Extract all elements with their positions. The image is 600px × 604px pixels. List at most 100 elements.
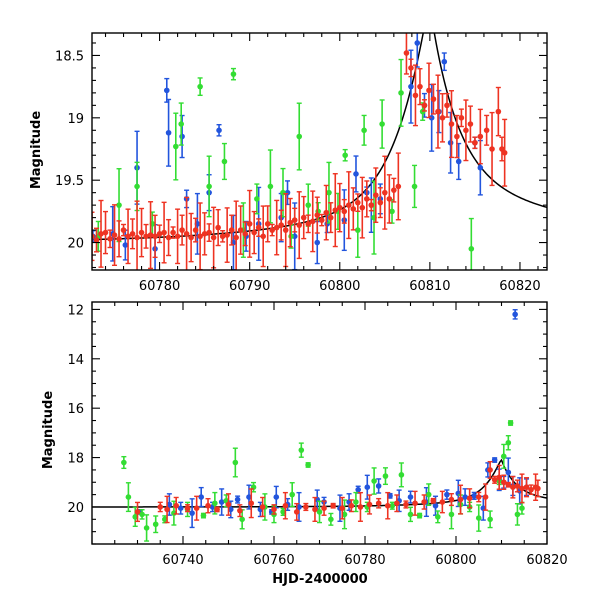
top-data-point bbox=[197, 83, 203, 90]
bottom-data-point bbox=[271, 506, 277, 513]
top-data-point bbox=[472, 139, 478, 146]
top-data-point bbox=[134, 183, 140, 190]
bottom-data-point bbox=[496, 474, 503, 481]
top-data-point bbox=[332, 207, 339, 213]
top-data-point bbox=[125, 233, 131, 240]
bottom-data-point bbox=[528, 486, 534, 493]
top-data-point bbox=[458, 115, 465, 121]
top-data-point bbox=[228, 227, 235, 233]
bottom-x-tick-label: 60740 bbox=[162, 553, 203, 568]
top-data-point bbox=[288, 233, 294, 240]
top-data-point bbox=[129, 231, 136, 237]
bottom-data-point bbox=[439, 499, 446, 505]
bottom-data-point bbox=[227, 506, 234, 513]
bottom-data-point bbox=[296, 504, 302, 510]
bottom-panel: Magnitude HJD-2400000 60740 60760 60780 608… bbox=[41, 301, 568, 587]
bottom-data-point bbox=[218, 499, 225, 505]
top-data-point bbox=[398, 90, 404, 96]
top-data-point bbox=[314, 212, 321, 218]
top-data-point bbox=[395, 183, 402, 190]
bottom-x-tick-label: 60800 bbox=[435, 553, 476, 568]
bottom-data-point bbox=[232, 459, 239, 466]
bottom-data-point bbox=[289, 491, 296, 498]
top-data-point bbox=[305, 221, 312, 227]
top-data-point bbox=[251, 229, 257, 236]
bottom-data-point bbox=[412, 500, 418, 507]
bottom-data-point bbox=[193, 505, 200, 511]
bottom-data-point bbox=[444, 491, 450, 498]
top-data-point bbox=[326, 189, 332, 196]
bottom-data-point bbox=[121, 459, 127, 466]
top-data-point bbox=[448, 121, 455, 127]
bottom-data-point bbox=[457, 496, 464, 503]
top-data-point bbox=[122, 242, 129, 248]
top-data-point bbox=[102, 229, 109, 236]
bottom-data-point bbox=[198, 494, 204, 500]
top-data-point bbox=[454, 133, 460, 140]
top-data-point bbox=[178, 121, 184, 127]
top-data-point bbox=[327, 214, 334, 221]
top-data-point bbox=[179, 133, 185, 140]
bottom-data-point bbox=[312, 506, 318, 513]
bottom-data-point bbox=[321, 505, 327, 511]
top-y-tick-label: 19.5 bbox=[55, 174, 84, 189]
top-x-tick-label: 60810 bbox=[409, 279, 450, 294]
bottom-data-point bbox=[246, 494, 252, 500]
top-data-point bbox=[414, 40, 421, 46]
top-data-point bbox=[116, 202, 122, 208]
bottom-data-point bbox=[248, 500, 255, 507]
top-data-point bbox=[147, 232, 154, 238]
top-data-point bbox=[477, 133, 484, 140]
top-data-point bbox=[345, 202, 352, 208]
bottom-data-point bbox=[353, 499, 359, 505]
top-data-point bbox=[435, 108, 441, 115]
bottom-data-point bbox=[177, 505, 184, 511]
bottom-data-point bbox=[273, 494, 280, 500]
top-x-tick-label: 60790 bbox=[229, 279, 270, 294]
top-data-point bbox=[260, 233, 266, 240]
top-data-point bbox=[172, 143, 179, 150]
top-y-tick-label: 19 bbox=[67, 112, 84, 127]
top-data-point bbox=[206, 229, 212, 236]
bottom-data-point bbox=[305, 462, 311, 468]
top-data-point bbox=[408, 83, 414, 90]
bottom-data-point bbox=[189, 510, 195, 516]
bottom-data-point bbox=[303, 504, 309, 510]
top-data-point bbox=[361, 127, 367, 134]
top-data-point bbox=[501, 149, 508, 156]
top-data-point bbox=[254, 196, 260, 202]
bottom-data-point bbox=[448, 511, 455, 518]
bottom-data-point bbox=[491, 457, 498, 463]
bottom-data-point bbox=[403, 501, 409, 508]
top-data-point bbox=[237, 227, 244, 233]
top-data-point bbox=[391, 187, 397, 193]
top-y-tick-label: 18.5 bbox=[55, 49, 84, 64]
top-frame bbox=[91, 32, 548, 271]
top-x-tick-label: 60820 bbox=[499, 279, 540, 294]
top-data-point bbox=[342, 152, 348, 159]
top-data-point bbox=[161, 229, 167, 236]
top-data-point bbox=[364, 196, 370, 202]
bottom-data-point bbox=[514, 483, 521, 489]
top-data-point bbox=[138, 229, 145, 236]
top-data-point bbox=[408, 65, 414, 71]
bottom-data-point bbox=[416, 512, 423, 519]
top-data-point bbox=[134, 234, 140, 241]
bottom-data-point bbox=[407, 494, 414, 500]
bottom-data-point bbox=[519, 485, 525, 492]
top-data-point bbox=[483, 127, 490, 134]
top-data-point bbox=[354, 199, 361, 206]
bottom-data-point bbox=[166, 501, 173, 508]
top-data-point bbox=[382, 189, 388, 196]
top-data-point bbox=[305, 202, 312, 208]
top-data-point bbox=[309, 218, 316, 225]
bottom-data-point bbox=[462, 494, 468, 500]
top-panel: Magnitude 60780 60790 60800 60810 60820 18.5 1… bbox=[29, 32, 548, 294]
top-data-point bbox=[336, 204, 343, 211]
top-data-point bbox=[267, 183, 274, 190]
top-x-tick-label: 60800 bbox=[319, 279, 360, 294]
top-data-point bbox=[188, 234, 194, 241]
top-data-point bbox=[174, 233, 181, 240]
bottom-data-point bbox=[316, 509, 323, 515]
